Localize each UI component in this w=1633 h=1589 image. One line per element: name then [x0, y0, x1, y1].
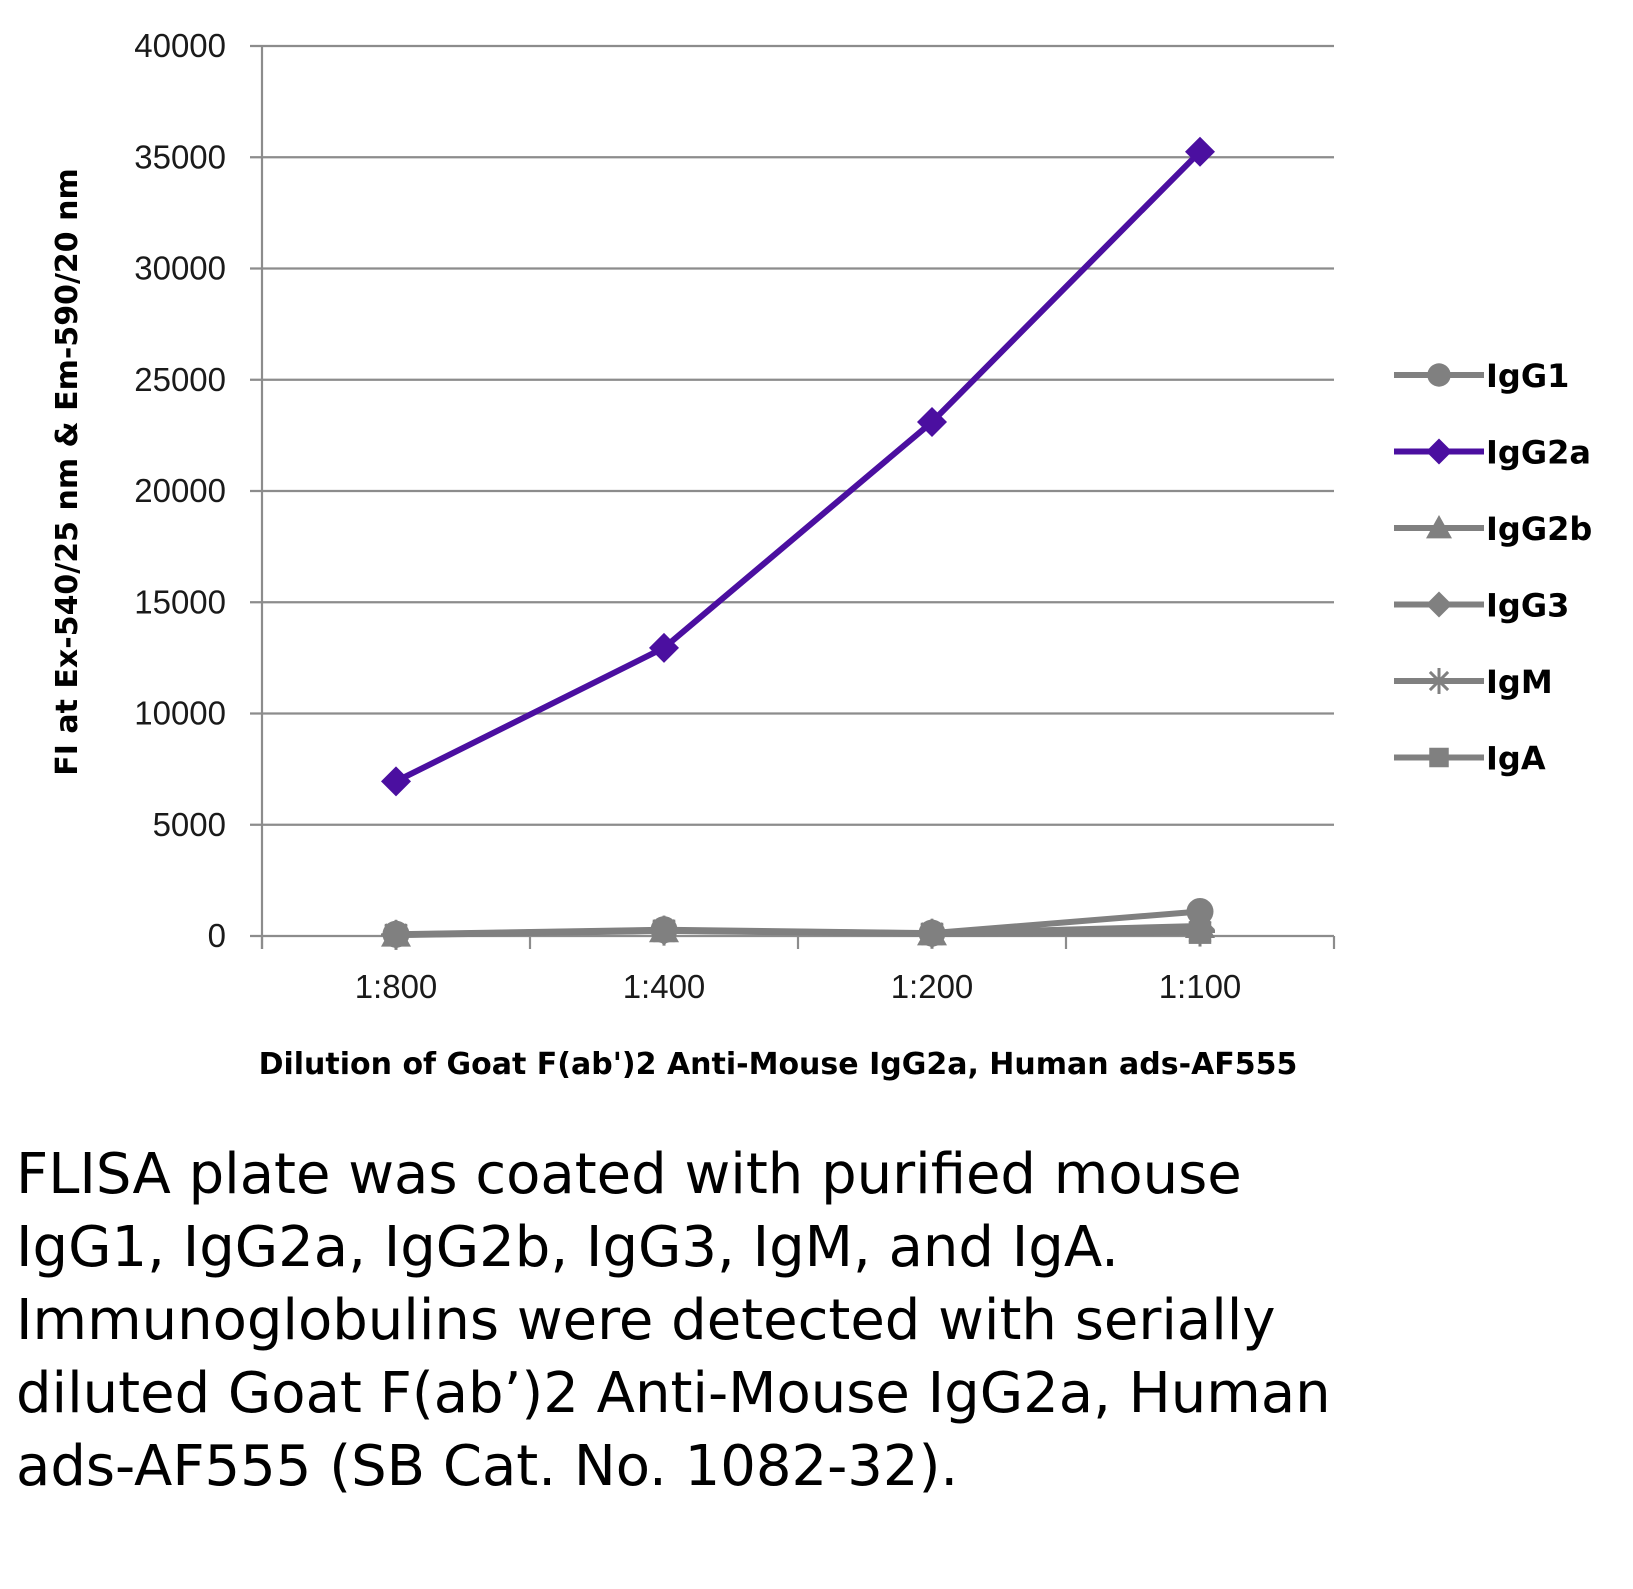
data-point-iga [652, 919, 676, 943]
y-tick-label: 35000 [134, 138, 226, 175]
figure-caption: FLISA plate was coated with purified mou… [16, 1142, 1331, 1499]
legend-label: IgA [1486, 740, 1546, 778]
data-point-iga [384, 923, 408, 947]
x-tick-labels: 1:800 1:400 1:200 1:100 [355, 968, 1242, 1005]
series-line-igg2a [394, 149, 1203, 785]
legend-marker [1426, 668, 1452, 694]
y-tick-label: 40000 [134, 27, 226, 64]
y-tick-label: 20000 [134, 472, 226, 509]
y-tick-label: 5000 [153, 806, 226, 843]
y-tick-label: 10000 [134, 695, 226, 732]
x-tick-label: 1:100 [1159, 968, 1242, 1005]
legend-marker [1426, 438, 1452, 465]
data-point-igg2a [917, 407, 947, 438]
legend-item-igg3: IgG3 [1394, 587, 1569, 625]
y-tick-label: 0 [208, 917, 226, 954]
data-point-igg2a [381, 766, 411, 797]
gridlines [250, 44, 1334, 938]
y-tick-label: 25000 [134, 361, 226, 398]
legend-marker [1426, 515, 1452, 539]
series-iga [384, 919, 1212, 947]
legend-marker [1427, 363, 1451, 387]
legend-label: IgM [1486, 663, 1553, 701]
legend-marker [1429, 747, 1449, 768]
data-series [381, 136, 1215, 950]
legend: IgG1 IgG2a IgG2b IgG3 IgM IgA [1394, 357, 1592, 778]
y-tick-label: 15000 [134, 583, 226, 620]
data-point-igg2a [1185, 136, 1215, 167]
x-axis-title: Dilution of Goat F(ab')2 Anti-Mouse IgG2… [259, 1047, 1298, 1082]
fluorescence-line-chart: 0 5000 10000 15000 20000 25000 30000 35000 40000… [50, 27, 1592, 1082]
data-point-igg2a [649, 632, 679, 663]
legend-item-iga: IgA [1394, 740, 1546, 778]
data-point-iga [920, 922, 944, 946]
legend-marker [1426, 591, 1452, 618]
legend-label: IgG3 [1486, 587, 1569, 625]
y-tick-label: 30000 [134, 250, 226, 287]
legend-item-igg1: IgG1 [1394, 357, 1569, 395]
x-tick-label: 1:800 [355, 968, 438, 1005]
legend-item-igm: IgM [1394, 663, 1553, 701]
x-tick-label: 1:400 [623, 968, 706, 1005]
series-igg2a [381, 136, 1215, 797]
legend-label: IgG1 [1486, 357, 1569, 395]
series-line-iga [395, 927, 1201, 939]
legend-item-igg2a: IgG2a [1394, 434, 1591, 472]
y-axis-title: FI at Ex-540/25 nm & Em-590/20 nm [50, 168, 85, 775]
data-point-iga [1188, 921, 1212, 944]
legend-label: IgG2b [1486, 510, 1592, 548]
x-tick-label: 1:200 [891, 968, 974, 1005]
axes [260, 46, 1336, 949]
y-tick-labels: 0 5000 10000 15000 20000 25000 30000 35000 40000 [134, 27, 226, 954]
legend-item-igg2b: IgG2b [1394, 510, 1592, 548]
legend-label: IgG2a [1486, 434, 1591, 472]
